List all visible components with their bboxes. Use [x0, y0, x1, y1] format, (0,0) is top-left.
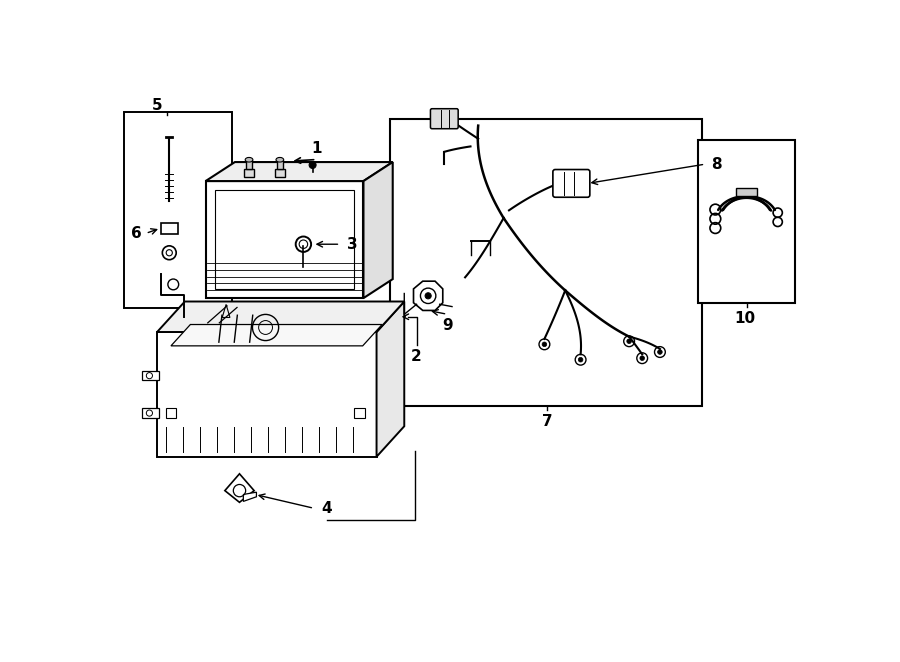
Polygon shape — [413, 281, 443, 310]
Text: 6: 6 — [130, 226, 141, 241]
Text: 10: 10 — [734, 310, 755, 326]
Polygon shape — [225, 474, 254, 502]
Bar — [274, 169, 284, 177]
Ellipse shape — [245, 158, 253, 162]
Text: 4: 4 — [321, 501, 332, 516]
Bar — [244, 169, 254, 177]
Polygon shape — [171, 324, 382, 346]
Polygon shape — [205, 162, 392, 181]
Bar — [355, 408, 365, 418]
Text: 1: 1 — [311, 141, 321, 156]
Bar — [215, 190, 355, 289]
Circle shape — [425, 293, 431, 299]
Bar — [391, 119, 702, 406]
Bar — [698, 140, 795, 303]
Text: 9: 9 — [442, 318, 453, 334]
Bar — [158, 332, 376, 457]
Bar — [161, 222, 177, 234]
Circle shape — [309, 162, 316, 168]
Polygon shape — [376, 301, 404, 457]
Text: 7: 7 — [542, 414, 553, 429]
Text: 5: 5 — [152, 98, 162, 113]
Polygon shape — [364, 162, 392, 298]
Bar — [205, 181, 364, 298]
Text: 3: 3 — [346, 237, 357, 252]
Text: 8: 8 — [712, 157, 722, 171]
Circle shape — [658, 350, 662, 354]
Ellipse shape — [276, 158, 284, 162]
Bar — [141, 408, 158, 418]
Bar — [166, 408, 176, 418]
Bar — [246, 160, 252, 169]
Circle shape — [640, 356, 644, 361]
FancyBboxPatch shape — [430, 109, 458, 128]
Bar — [141, 371, 158, 380]
Circle shape — [626, 339, 632, 344]
Circle shape — [542, 342, 546, 347]
Circle shape — [579, 357, 583, 362]
Text: 2: 2 — [411, 349, 422, 364]
Polygon shape — [243, 492, 256, 501]
FancyBboxPatch shape — [553, 169, 590, 197]
Bar — [277, 160, 283, 169]
Bar — [124, 112, 232, 308]
Polygon shape — [158, 301, 404, 332]
Bar — [736, 188, 757, 196]
